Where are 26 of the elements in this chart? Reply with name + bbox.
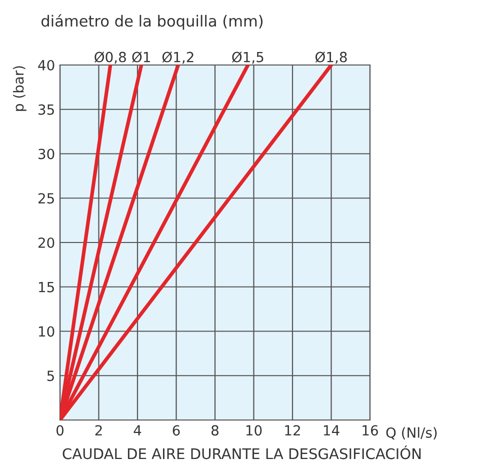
chart-title: diámetro de la boquilla (mm)	[41, 14, 263, 30]
y-tick-label: 25	[38, 193, 54, 204]
y-axis-title: p (bar)	[12, 66, 26, 111]
text: CAUDAL DE AIRE DURANTE LA DESGASIFICACIÓN	[62, 446, 421, 460]
series-label: Ø0,8	[94, 52, 126, 64]
y-tick-label: 15	[38, 282, 54, 292]
x-tick-label: 12	[285, 425, 300, 436]
y-tick-label: 10	[38, 326, 54, 337]
y-tick-label: 35	[38, 104, 54, 115]
series-label: Ø1,5	[232, 52, 264, 64]
y-tick-label: 5	[47, 370, 54, 382]
y-tick-label: 20	[38, 237, 54, 248]
x-tick-label: 6	[172, 425, 180, 436]
x-tick-label: 14	[324, 425, 340, 436]
x-tick-label: 10	[246, 425, 262, 436]
x-tick-label: 16	[362, 425, 378, 436]
x-axis-title: Q (Nl/s)	[386, 427, 437, 440]
x-tick-label: 0	[56, 425, 64, 436]
x-tick-label: 8	[212, 425, 218, 436]
series-label: Ø1,2	[162, 52, 194, 64]
x-tick-label: 4	[134, 425, 142, 436]
series-label: Ø1,8	[315, 52, 347, 64]
series-label: Ø1	[132, 52, 150, 63]
y-tick-label: 40	[38, 60, 54, 70]
y-tick-label: 30	[38, 148, 54, 160]
x-tick-label: 2	[95, 425, 102, 436]
